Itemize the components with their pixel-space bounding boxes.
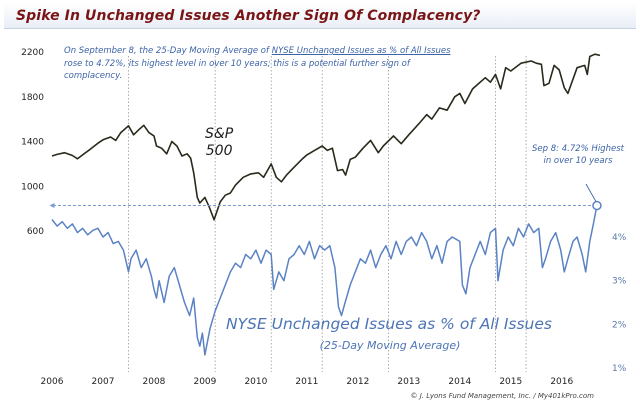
left-tick-label-1400: 1400 [21,138,44,148]
right-tick-label-2: 2% [612,320,627,330]
grid-layer [128,56,527,372]
x-tick-label-2010: 2010 [244,377,267,387]
sp500-series-line [51,53,601,221]
x-tick-label-2013: 2013 [397,377,420,387]
top-annotation: On September 8, the 25-Day Moving Averag… [64,45,456,83]
annotation-underlined: NYSE Unchanged Issues as % of All Issues [271,46,451,56]
series-layer [49,53,602,356]
right-tick-label-3: 3% [612,277,627,287]
left-tick-label-600: 600 [27,227,44,237]
chart-title: Spike In Unchanged Issues Another Sign O… [16,8,481,24]
left-tick-label-2200: 2200 [21,48,44,58]
right-tick-label-4: 4% [612,233,627,243]
nyse-series-label: NYSE Unchanged Issues as % of All Issues [225,315,552,333]
sep8-annotation: Sep 8: 4.72% Highest in over 10 years [532,144,624,166]
annotation-text-2: rose to 4.72%, its highest level in over… [64,58,410,82]
highlight-point-circle [592,200,602,211]
sp500-label-line1: S&P [205,126,234,142]
left-tick-label-1000: 1000 [21,182,44,192]
source-credit: © J. Lyons Fund Management, Inc. / My401… [410,392,594,400]
axis-layer: 600 1000 1400 1800 2200 1% 2% 3% 4% 2006 2007 2008 2… [21,48,627,387]
title-bar: Spike In Unchanged Issues Another Sign O… [4,3,636,29]
x-tick-label-2011: 2011 [295,377,318,387]
x-tick-label-2015: 2015 [499,377,522,387]
x-tick-label-2016: 2016 [550,377,573,387]
x-tick-label-2014: 2014 [448,377,471,387]
right-tick-label-1: 1% [612,364,627,374]
x-tick-label-2009: 2009 [193,377,216,387]
annotation-pointer [585,183,597,202]
x-tick-label-2007: 2007 [92,377,115,387]
sp500-label-line2: 500 [205,143,233,159]
sp500-label: S&P 500 [205,126,233,160]
left-tick-label-1800: 1800 [21,93,44,103]
x-tick-label-2008: 2008 [143,377,166,387]
nyse-series-sublabel: (25-Day Moving Average) [319,339,461,352]
x-tick-label-2006: 2006 [41,377,64,387]
x-tick-label-2012: 2012 [346,377,369,387]
annotation-text-1: On September 8, the 25-Day Moving Averag… [64,46,272,56]
nyse-unchanged-series-line [51,205,598,356]
